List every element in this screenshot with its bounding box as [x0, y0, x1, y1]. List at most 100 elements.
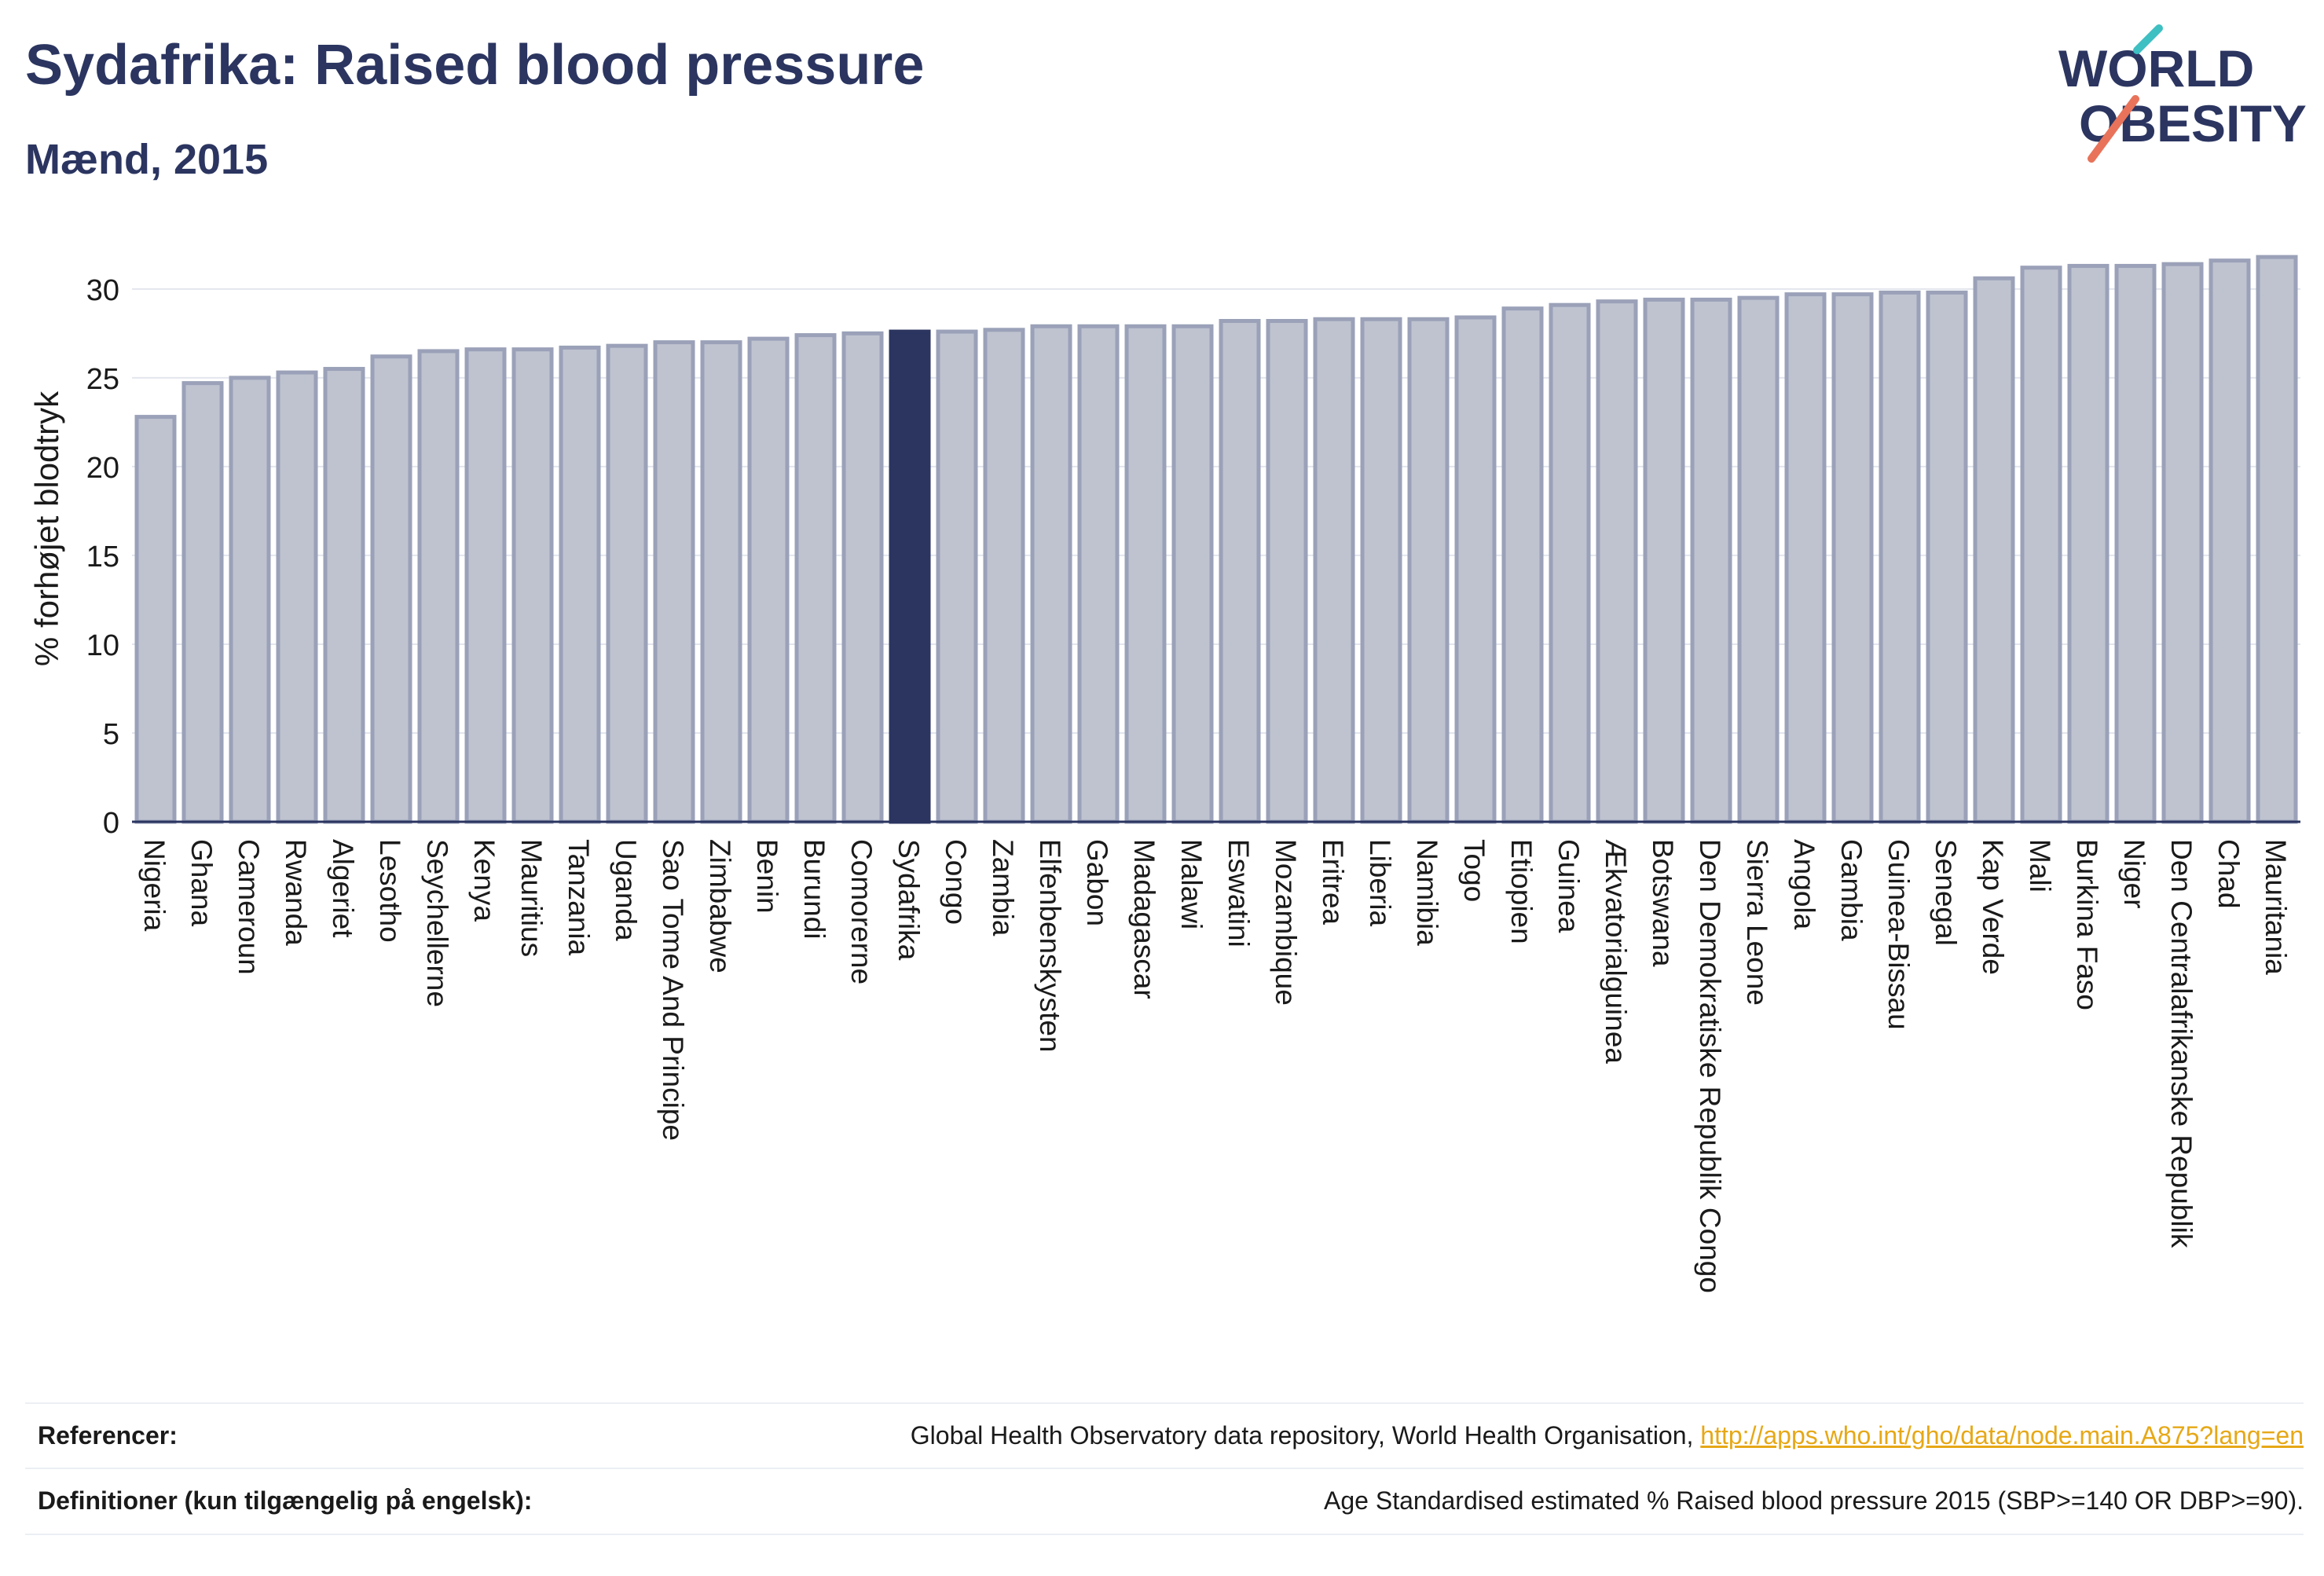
x-tick-label-30: Guinea	[1552, 839, 1585, 933]
x-tick-label-3: Rwanda	[280, 839, 312, 946]
y-tick-label: 5	[103, 718, 119, 751]
bar-20	[1077, 324, 1120, 824]
chart-subtitle: Mænd, 2015	[25, 136, 269, 183]
bar-34	[1737, 295, 1780, 824]
bar-17	[936, 329, 978, 824]
references-text: Global Health Observatory data repositor…	[910, 1421, 1701, 1450]
x-tick-label-14: Burundi	[798, 839, 830, 940]
x-tick-label-13: Benin	[751, 839, 783, 914]
bar-36	[1831, 292, 1874, 824]
bar-6	[417, 349, 460, 824]
bar-3	[276, 370, 318, 824]
x-tick-label-42: Niger	[2118, 839, 2150, 908]
x-tick-label-32: Botswana	[1647, 839, 1679, 967]
x-tick-label-25: Eritrea	[1317, 839, 1349, 925]
bar-40	[2020, 266, 2062, 824]
x-tick-label-11: Sao Tome And Principe	[657, 839, 689, 1141]
bar-35	[1784, 292, 1827, 824]
bar-9	[559, 345, 601, 824]
definitions-row: Definitioner (kun tilgængelig på engelsk…	[25, 1468, 2304, 1535]
bar-27	[1407, 317, 1450, 824]
x-tick-label-36: Gambia	[1835, 839, 1868, 941]
x-tick-label-20: Gabon	[1081, 839, 1113, 926]
bar-32	[1643, 297, 1685, 824]
bar-39	[1973, 276, 2015, 824]
chart-title: Sydafrika: Raised blood pressure	[25, 34, 925, 97]
x-tick-label-9: Tanzania	[563, 839, 595, 956]
x-tick-label-45: Mauritania	[2260, 839, 2292, 975]
x-tick-label-33: Den Demokratiske Republik Congo	[1694, 839, 1726, 1293]
x-tick-label-4: Algeriet	[327, 839, 359, 938]
bar-10	[606, 343, 648, 824]
bar-44	[2209, 258, 2251, 824]
y-tick-label: 0	[103, 807, 119, 840]
x-tick-label-40: Mali	[2024, 839, 2056, 892]
bar-13	[747, 336, 790, 824]
bar-29	[1501, 306, 1544, 824]
bar-19	[1030, 324, 1072, 824]
x-tick-label-6: Seychellerne	[421, 839, 453, 1007]
bar-37	[1879, 290, 1921, 824]
references-value: Global Health Observatory data repositor…	[911, 1421, 2304, 1450]
bar-33	[1690, 297, 1732, 824]
bar-25	[1313, 317, 1355, 824]
x-tick-label-24: Mozambique	[1270, 839, 1302, 1006]
x-axis-ticks: Nigeria Ghana Cameroun Rwanda Algeriet Lesoth…	[138, 839, 2292, 1293]
logo-accent-coral	[2088, 95, 2139, 163]
bar-7	[464, 347, 507, 824]
logo-accent-teal	[2133, 24, 2163, 54]
bar-5	[370, 354, 412, 824]
bar-0	[134, 415, 177, 824]
bar-23	[1219, 319, 1261, 824]
references-row: Referencer: Global Health Observatory da…	[25, 1402, 2304, 1468]
references-link[interactable]: http://apps.who.int/gho/data/node.main.A…	[1700, 1421, 2304, 1450]
x-tick-label-29: Etiopien	[1505, 839, 1538, 944]
x-tick-label-19: Elfenbenskysten	[1034, 839, 1066, 1053]
bar-22	[1171, 324, 1214, 824]
x-tick-label-18: Zambia	[987, 839, 1019, 936]
definitions-label: Definitioner (kun tilgængelig på engelsk…	[38, 1486, 533, 1515]
x-tick-label-44: Chad	[2212, 839, 2245, 908]
x-tick-label-16: Sydafrika	[893, 839, 925, 961]
x-tick-label-22: Malawi	[1175, 839, 1208, 929]
bar-11	[653, 340, 695, 824]
bar-24	[1266, 319, 1308, 824]
bar-31	[1596, 299, 1638, 824]
definitions-value: Age Standardised estimated % Raised bloo…	[1324, 1486, 2304, 1515]
bar-41	[2067, 263, 2110, 824]
x-tick-label-37: Guinea-Bissau	[1882, 839, 1915, 1030]
x-tick-label-41: Burkina Faso	[2071, 839, 2103, 1010]
x-tick-label-12: Zimbabwe	[704, 839, 736, 973]
y-axis-ticks: 0 5 10 15 20 25 30	[86, 274, 119, 840]
logo-line1: WORLD	[2058, 39, 2254, 97]
x-tick-label-39: Kap Verde	[1977, 839, 2009, 975]
x-tick-label-17: Congo	[940, 839, 972, 925]
x-tick-label-0: Nigeria	[138, 839, 170, 932]
x-tick-label-10: Uganda	[610, 839, 642, 941]
bar-1	[181, 381, 224, 824]
bar-8	[511, 347, 554, 824]
bar-26	[1360, 317, 1402, 824]
references-label: Referencer:	[38, 1421, 178, 1450]
x-tick-label-2: Cameroun	[233, 839, 265, 975]
y-tick-label: 20	[86, 452, 119, 485]
bar-14	[794, 333, 837, 824]
bar-21	[1124, 324, 1167, 824]
x-tick-label-8: Mauritius	[515, 839, 548, 957]
bar-43	[2161, 262, 2204, 824]
bar-16	[889, 329, 931, 824]
bar-30	[1549, 302, 1591, 824]
x-tick-label-21: Madagascar	[1128, 839, 1160, 999]
x-tick-label-35: Angola	[1788, 839, 1820, 930]
bar-38	[1926, 290, 1968, 824]
y-tick-label: 10	[86, 629, 119, 662]
x-tick-label-1: Ghana	[185, 839, 218, 927]
bar-2	[229, 376, 271, 824]
x-tick-label-23: Eswatini	[1222, 839, 1255, 947]
bars	[134, 255, 2298, 824]
x-tick-label-7: Kenya	[468, 839, 500, 922]
bar-4	[323, 367, 365, 824]
bar-chart: 0 5 10 15 20 25 30 Nigeria Ghana Cameroun Rwanda A…	[28, 255, 2300, 1293]
x-tick-label-31: Ækvatorialguinea	[1600, 839, 1632, 1064]
x-tick-label-15: Comorerne	[845, 839, 878, 984]
